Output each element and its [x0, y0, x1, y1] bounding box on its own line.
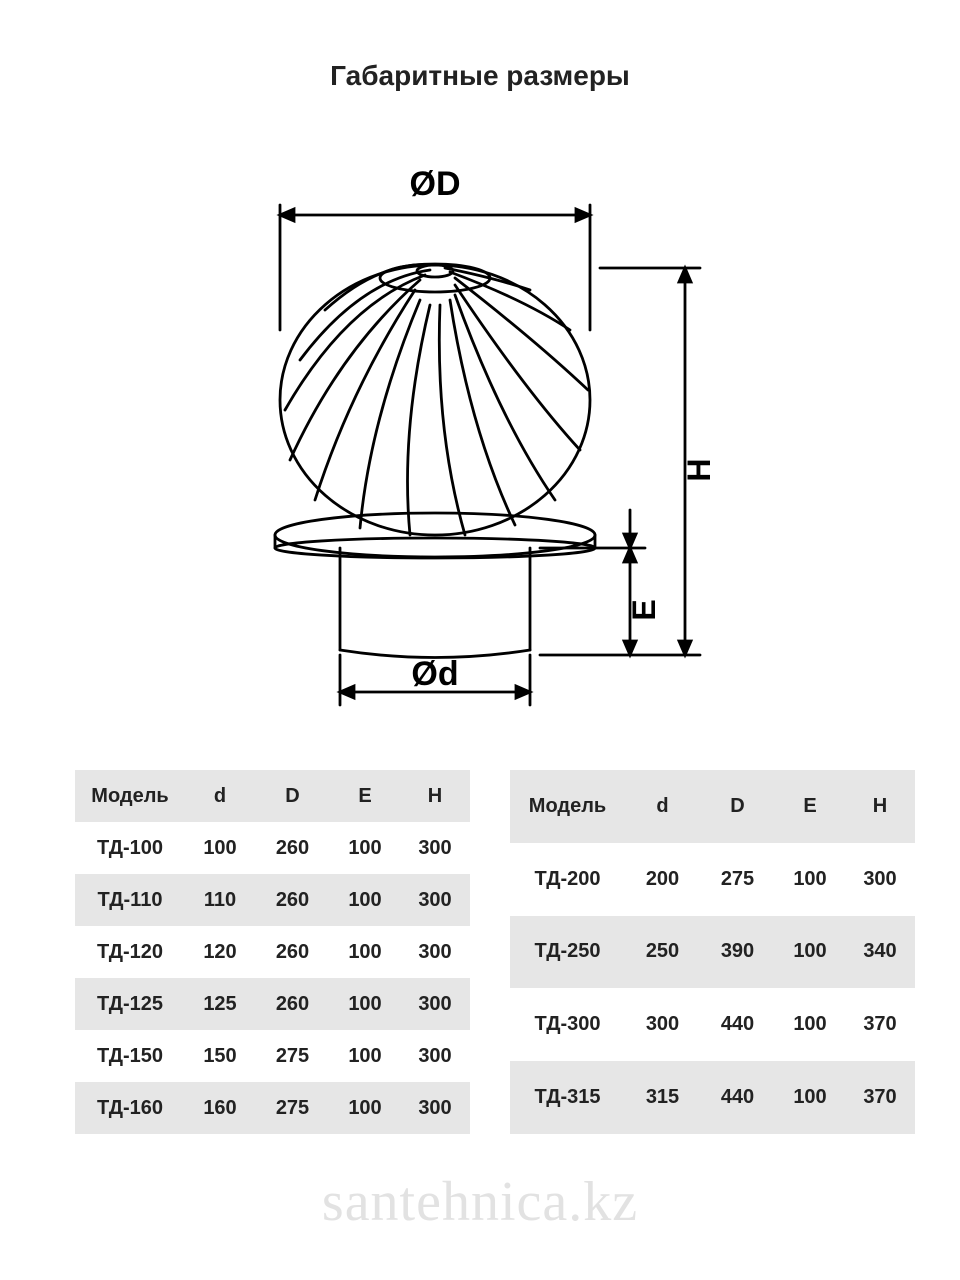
table-cell: ТД-315 [510, 1061, 625, 1134]
table-cell: 100 [330, 822, 400, 874]
table-cell: ТД-300 [510, 988, 625, 1061]
table-cell: 260 [255, 874, 330, 926]
table-cell: 275 [700, 843, 775, 916]
table-row: ТД-200200275100300 [510, 843, 915, 916]
table-cell: 250 [625, 916, 700, 989]
table-cell: 100 [330, 1030, 400, 1082]
table-cell: 100 [330, 1082, 400, 1134]
dimension-tables: МодельdDEHТД-100100260100300ТД-110110260… [75, 770, 915, 1134]
dim-label-H: H [681, 458, 717, 481]
table-cell: 370 [845, 988, 915, 1061]
table-cell: 300 [400, 978, 470, 1030]
table-cell: 300 [400, 926, 470, 978]
table-cell: ТД-250 [510, 916, 625, 989]
table-cell: 110 [185, 874, 255, 926]
dimension-diagram: ØD Ød H E [230, 130, 750, 710]
table-row: ТД-315315440100370 [510, 1061, 915, 1134]
table-header-cell: D [255, 770, 330, 822]
table-cell: 100 [775, 843, 845, 916]
table-cell: ТД-125 [75, 978, 185, 1030]
table-cell: 275 [255, 1082, 330, 1134]
table-header-cell: E [330, 770, 400, 822]
table-cell: 160 [185, 1082, 255, 1134]
table-cell: 200 [625, 843, 700, 916]
table-cell: 260 [255, 822, 330, 874]
table-cell: 100 [775, 916, 845, 989]
table-cell: 300 [625, 988, 700, 1061]
table-cell: 370 [845, 1061, 915, 1134]
table-cell: 340 [845, 916, 915, 989]
page-title: Габаритные размеры [0, 60, 960, 92]
table-cell: ТД-150 [75, 1030, 185, 1082]
table-cell: 315 [625, 1061, 700, 1134]
table-cell: 100 [330, 874, 400, 926]
table-cell: ТД-160 [75, 1082, 185, 1134]
dim-label-E: E [626, 599, 662, 620]
table-cell: 390 [700, 916, 775, 989]
table-row: ТД-160160275100300 [75, 1082, 470, 1134]
table-header-cell: d [625, 770, 700, 843]
dimension-table-right: МодельdDEHТД-200200275100300ТД-250250390… [510, 770, 915, 1134]
watermark: santehnica.kz [0, 1170, 960, 1234]
table-cell: 300 [845, 843, 915, 916]
dim-label-D: ØD [410, 165, 461, 203]
table-header-cell: d [185, 770, 255, 822]
table-cell: 260 [255, 926, 330, 978]
table-cell: 300 [400, 874, 470, 926]
table-row: ТД-110110260100300 [75, 874, 470, 926]
table-row: ТД-125125260100300 [75, 978, 470, 1030]
table-cell: 100 [185, 822, 255, 874]
table-header-cell: Модель [75, 770, 185, 822]
table-cell: 100 [775, 1061, 845, 1134]
table-cell: 100 [330, 926, 400, 978]
table-cell: 100 [330, 978, 400, 1030]
table-header-cell: D [700, 770, 775, 843]
table-cell: 440 [700, 1061, 775, 1134]
table-cell: 275 [255, 1030, 330, 1082]
table-cell: 150 [185, 1030, 255, 1082]
table-cell: 300 [400, 1082, 470, 1134]
table-row: ТД-150150275100300 [75, 1030, 470, 1082]
table-cell: ТД-200 [510, 843, 625, 916]
table-row: ТД-100100260100300 [75, 822, 470, 874]
table-cell: ТД-110 [75, 874, 185, 926]
table-cell: 125 [185, 978, 255, 1030]
table-header-cell: E [775, 770, 845, 843]
table-cell: 440 [700, 988, 775, 1061]
table-row: ТД-120120260100300 [75, 926, 470, 978]
table-row: ТД-300300440100370 [510, 988, 915, 1061]
table-cell: 260 [255, 978, 330, 1030]
table-header-cell: Модель [510, 770, 625, 843]
dimension-table-left: МодельdDEHТД-100100260100300ТД-110110260… [75, 770, 470, 1134]
table-cell: 100 [775, 988, 845, 1061]
table-cell: ТД-100 [75, 822, 185, 874]
table-cell: 300 [400, 822, 470, 874]
table-row: ТД-250250390100340 [510, 916, 915, 989]
table-cell: ТД-120 [75, 926, 185, 978]
dim-label-d: Ød [411, 655, 458, 693]
table-cell: 300 [400, 1030, 470, 1082]
table-header-cell: H [845, 770, 915, 843]
table-cell: 120 [185, 926, 255, 978]
table-header-cell: H [400, 770, 470, 822]
